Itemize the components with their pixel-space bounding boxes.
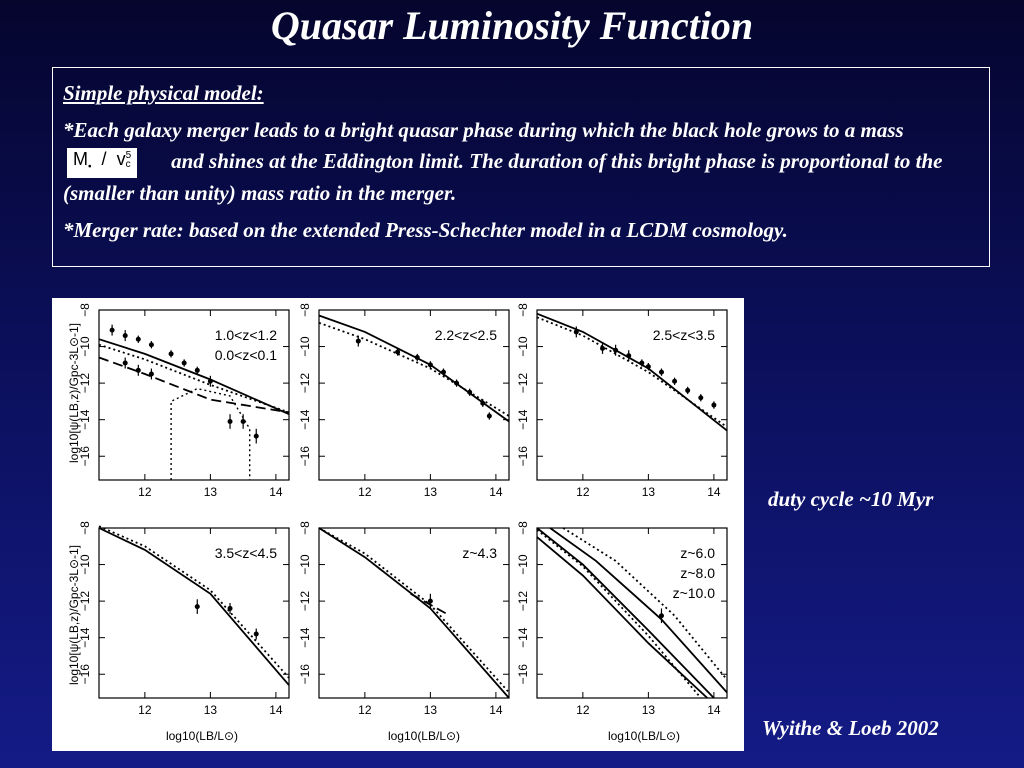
y-tick-label: −10 [298, 336, 312, 357]
y-tick-label: −8 [78, 521, 92, 535]
x-tick-label: 12 [576, 703, 590, 717]
y-tick-label: −14 [516, 627, 530, 648]
x-tick-label: 14 [489, 485, 503, 499]
panel-frame [318, 527, 510, 699]
panel-label: z~8.0 [680, 565, 715, 581]
x-tick-label: 12 [358, 485, 372, 499]
panel-label: 2.5<z<3.5 [653, 327, 715, 343]
duty-cycle-note: duty cycle ~10 Myr [768, 487, 934, 511]
local-curve-dotted [170, 387, 251, 480]
panel-frame [318, 309, 510, 481]
y-tick-label: −8 [516, 521, 530, 535]
panel-frame [536, 527, 728, 699]
x-tick-label: 13 [642, 485, 656, 499]
model-curve-dotted [562, 527, 728, 681]
x-axis-label-1: log10(LB/L⊙) [166, 729, 238, 743]
y-tick-label: −10 [516, 554, 530, 575]
model-curve-dashed [98, 356, 290, 414]
panel-frame [536, 309, 728, 481]
model-curve-solid [536, 536, 708, 699]
y-tick-label: −14 [298, 409, 312, 430]
y-tick-label: −8 [516, 303, 530, 317]
model-curve-dotted [98, 525, 290, 679]
x-tick-label: 12 [576, 485, 590, 499]
y-tick-label: −14 [516, 409, 530, 430]
model-heading: Simple physical model: [63, 81, 264, 105]
x-tick-label: 14 [269, 485, 283, 499]
y-tick-label: −12 [78, 591, 92, 612]
y-tick-label: −14 [298, 627, 312, 648]
y-tick-label: −12 [516, 591, 530, 612]
panel-2: 12 13 14 −8 −10 −12 −14 −16 2.2<z<2.5 [298, 303, 510, 499]
panel-label: 1.0<z<1.2 [215, 327, 277, 343]
model-curve-solid [318, 527, 510, 699]
panel-3: 12 13 14 −8 −10 −12 −14 −16 2.5<z<3.5 [516, 303, 728, 499]
model-curve-solid [98, 338, 290, 416]
x-tick-label: 13 [424, 703, 438, 717]
y-tick-label: −16 [298, 446, 312, 467]
y-tick-label: −10 [516, 336, 530, 357]
panel-frame [98, 309, 290, 481]
panel-label: z~4.3 [462, 545, 497, 561]
panel-frame [98, 527, 290, 699]
model-curve-dotted [318, 527, 510, 694]
panel-1: 12 13 14 −8 −10 −12 −14 −16 1.0<z<1.2 0.0<z<0.1 [78, 303, 290, 499]
y-tick-label: −14 [78, 627, 92, 648]
y-tick-label: −12 [298, 591, 312, 612]
y-tick-label: −8 [78, 303, 92, 317]
panel-label: 2.2<z<2.5 [435, 327, 497, 343]
x-tick-label: 13 [642, 703, 656, 717]
paragraph-1-start: *Each galaxy merger leads to a bright qu… [63, 118, 904, 142]
panel-label: 3.5<z<4.5 [215, 545, 277, 561]
panel-6: 12 13 14 −8 −10 −12 −14 −16 z~6.0 z~8.0 z~10.0 [516, 521, 728, 717]
slide-title: Quasar Luminosity Function [270, 3, 754, 48]
y-tick-label: −16 [516, 664, 530, 685]
x-tick-label: 14 [269, 703, 283, 717]
y-axis-label-bottom: log10[ψ(LB,z)/Gpc-3L⊙-1] [67, 545, 81, 685]
x-tick-label: 13 [204, 703, 218, 717]
panel-label: z~10.0 [673, 585, 716, 601]
y-tick-label: −14 [78, 409, 92, 430]
x-tick-label: 12 [358, 703, 372, 717]
y-tick-label: −12 [516, 373, 530, 394]
model-description-box: Simple physical model: *Each galaxy merg… [52, 67, 990, 267]
y-tick-label: −10 [78, 554, 92, 575]
x-tick-label: 12 [138, 703, 152, 717]
x-tick-label: 13 [424, 485, 438, 499]
y-tick-label: −12 [78, 373, 92, 394]
model-curve-dotted [98, 343, 290, 414]
model-curve-solid [536, 527, 715, 699]
panel-5: 12 13 14 −8 −10 −12 −14 −16 z~4.3 [298, 521, 510, 717]
mass-formula: M• / v5 c [67, 147, 138, 179]
y-tick-label: −12 [298, 373, 312, 394]
y-axis-label-top: log10[ψ(LB,z)/Gpc-3L⊙-1] [67, 323, 81, 463]
y-tick-label: −16 [516, 446, 530, 467]
citation: Wyithe & Loeb 2002 [762, 716, 939, 740]
figure-svg: log10[ψ(LB,z)/Gpc-3L⊙-1] log10[ψ(LB,z)/G… [67, 303, 728, 743]
panel-label: 0.0<z<0.1 [215, 347, 277, 363]
y-tick-label: −8 [298, 303, 312, 317]
paragraph-1-end: and shines at the Eddington limit. The d… [63, 149, 943, 206]
model-paragraph-1: *Each galaxy merger leads to a bright qu… [63, 115, 979, 209]
panel-4: 12 13 14 −8 −10 −12 −14 −16 3.5<z<4.5 [78, 521, 290, 717]
panel-label: z~6.0 [680, 545, 715, 561]
model-paragraph-2: *Merger rate: based on the extended Pres… [63, 218, 788, 243]
x-tick-label: 14 [707, 703, 721, 717]
y-tick-label: −16 [78, 664, 92, 685]
x-tick-label: 14 [707, 485, 721, 499]
y-tick-label: −16 [78, 446, 92, 467]
model-curve-dotted [536, 529, 702, 699]
x-axis-label-2: log10(LB/L⊙) [388, 729, 460, 743]
model-curve-solid [549, 527, 728, 694]
x-tick-label: 12 [138, 485, 152, 499]
y-tick-label: −10 [298, 554, 312, 575]
luminosity-function-figure: log10[ψ(LB,z)/Gpc-3L⊙-1] log10[ψ(LB,z)/G… [52, 298, 744, 751]
x-tick-label: 13 [204, 485, 218, 499]
y-tick-label: −16 [298, 664, 312, 685]
y-tick-label: −8 [298, 521, 312, 535]
x-axis-label-3: log10(LB/L⊙) [608, 729, 680, 743]
model-curve-solid [98, 527, 290, 686]
y-tick-label: −10 [78, 336, 92, 357]
x-tick-label: 14 [489, 703, 503, 717]
